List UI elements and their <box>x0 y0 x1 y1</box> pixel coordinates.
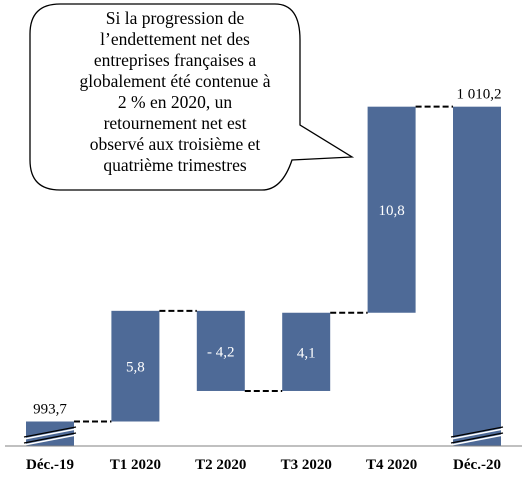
axis-break-gap <box>450 434 504 446</box>
x-tick-label: T1 2020 <box>110 457 161 473</box>
axis-break-mark <box>23 426 77 438</box>
callout-line: entreprises françaises a <box>93 50 257 70</box>
x-tick-label: Déc.-19 <box>26 457 74 473</box>
bar-2 <box>111 310 160 422</box>
bar-4 <box>282 312 331 391</box>
callout-line: Si la progression de <box>105 8 245 28</box>
callout-line: l’endettement net des <box>100 29 250 49</box>
axis-break-mark <box>23 432 77 444</box>
axis-break-gap <box>23 428 77 440</box>
axis-break-mark <box>450 432 504 444</box>
axis-break-mark <box>450 426 504 438</box>
x-tick-label: T3 2020 <box>281 457 332 473</box>
bar-5 <box>367 106 416 313</box>
value-label: - 4,2 <box>207 344 235 360</box>
callout-line: observé aux troisième et <box>89 134 261 154</box>
callout-line: quatrième trimestres <box>103 155 247 175</box>
callout-text: Si la progression de l’endettement net d… <box>40 8 310 176</box>
x-tick-label: T4 2020 <box>366 457 417 473</box>
value-label: 993,7 <box>33 402 67 418</box>
bar-3 <box>196 310 245 391</box>
axis-break-gap <box>450 428 504 440</box>
callout-bubble <box>29 3 355 191</box>
value-label: 10,8 <box>378 203 404 219</box>
x-tick-label: T2 2020 <box>195 457 246 473</box>
callout-line: retournement net est <box>103 113 247 133</box>
callout-line: globalement été contenue à <box>79 71 271 91</box>
x-tick-label: Déc.-20 <box>453 457 501 473</box>
value-label: 1 010,2 <box>457 87 502 103</box>
bar-6 <box>453 106 501 447</box>
axis-break-gap <box>23 434 77 446</box>
value-label: 4,1 <box>297 345 316 361</box>
value-label: 5,8 <box>126 360 145 376</box>
callout-line: 2 % en 2020, un <box>117 92 233 112</box>
